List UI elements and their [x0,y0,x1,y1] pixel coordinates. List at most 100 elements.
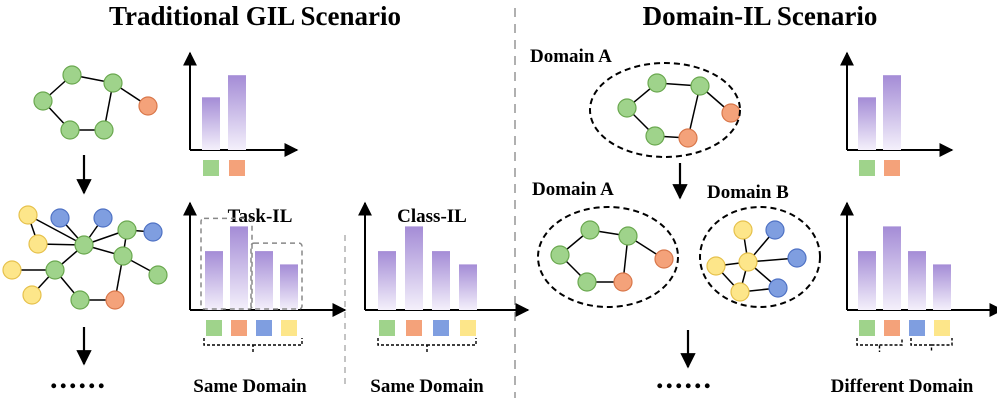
chart-task-il [183,201,347,352]
graph-traditional-stage2-node [113,246,133,266]
class-swatch-yellow [281,320,297,336]
graph-traditional-stage2-node [28,234,48,254]
class-swatch-orange [884,320,900,336]
graph-traditional-stage2-node [93,208,113,228]
graph-domain-b-node [733,220,753,240]
graph-traditional-stage2-node [70,290,90,310]
graph-domain-b-node [730,282,750,302]
graph-domain-a-top-node [645,126,665,146]
class-swatch-yellow [934,320,950,336]
graph-traditional-stage2-node [105,290,125,310]
graph-traditional-stage2-node [148,265,168,285]
chart-domain-stage2-bar [908,251,926,310]
graph-domain-b-node [706,256,726,276]
graph-domain-a-top-node [690,76,710,96]
graph-domain-a-top-node [721,103,741,123]
chart-class-il-bar [378,251,396,310]
task-il-label: Task-IL [228,206,293,227]
graph-domain-b-node [768,278,788,298]
graph-domain-b-node [765,220,785,240]
chart-class-il-bar [432,251,450,310]
chart-domain-stage2-bar [933,264,951,310]
class-il-label: Class-IL [397,206,467,227]
different-domain-label: Different Domain [831,376,974,397]
graph-traditional-stage2-node [50,208,70,228]
graph-traditional-stage2-node [143,222,163,242]
class-swatch-green [859,320,875,336]
graph-traditional-stage2-edge [27,214,85,246]
chart-class-il-bar [405,226,423,310]
graph-traditional-stage1-node [138,96,158,116]
domain-bracket-1 [856,338,903,352]
chart-domain-stage1 [840,51,954,176]
chart-domain-stage1-bar [883,75,901,150]
graph-domain-a-bottom-node [618,226,638,246]
graph-traditional-stage2-node [22,285,42,305]
class-swatch-orange [884,160,900,176]
class-swatch-green [206,320,222,336]
chart-domain-stage2-bar [858,251,876,310]
domain-b-ellipse [699,206,821,308]
same-domain-bracket [203,338,303,352]
graph-traditional-stage2 [2,205,168,310]
same-domain-label-1: Same Domain [193,376,307,397]
chart-task-il-bar [280,264,298,310]
graph-traditional-stage2-node [45,260,65,280]
ellipsis-left: ...... [50,362,107,395]
chart-task-il-bar [205,251,223,310]
class-swatch-blue [256,320,272,336]
graph-domain-a-bottom-node [577,272,597,292]
graph-traditional-stage2-node [2,260,22,280]
class-swatch-orange [231,320,247,336]
graph-domain-a-bottom-node [550,245,570,265]
chart-trad-stage1-bar [202,97,220,150]
graph-traditional-stage1 [33,65,158,140]
class-swatch-yellow [460,320,476,336]
graph-traditional-stage2-node [18,205,38,225]
graph-traditional-stage2-node [117,220,137,240]
chart-layer [183,51,997,352]
graph-domain-a-bottom-node [580,220,600,240]
graph-domain-a-top-node [617,98,637,118]
class-swatch-green [859,160,875,176]
task-group-box [250,242,303,310]
class-swatch-green [203,160,219,176]
chart-domain-stage2-bar [883,226,901,310]
task-group-box [200,217,253,310]
graph-domain-a-top-node [678,128,698,148]
graph-traditional-stage2-node [74,235,94,255]
domain-a-ellipse-bottom [537,206,679,308]
graph-domain-a-bottom-node [613,272,633,292]
chart-task-il-bar [230,226,248,310]
class-swatch-green [379,320,395,336]
chart-trad-stage1 [183,51,299,176]
graph-traditional-stage1-node [94,120,114,140]
domain-a-label-top: Domain A [530,46,612,67]
domain-a-ellipse-top [589,62,741,158]
title-traditional-gil: Traditional GIL Scenario [109,1,401,31]
same-domain-label-2: Same Domain [370,376,484,397]
graph-traditional-stage1-node [33,91,53,111]
same-domain-bracket [377,338,477,352]
graph-domain-b-node [738,252,758,272]
class-swatch-blue [433,320,449,336]
chart-domain-stage2 [840,201,997,352]
chart-domain-stage1-bar [858,97,876,150]
graph-traditional-stage1-node [103,73,123,93]
graph-layer [2,65,807,310]
class-swatch-orange [229,160,245,176]
graph-traditional-stage1-node [62,65,82,85]
graph-domain-a-bottom-node [654,249,674,269]
chart-class-il-bar [459,264,477,310]
ellipsis-right: ...... [656,362,713,395]
chart-class-il [358,201,530,352]
graph-domain-a-bottom [550,220,674,292]
graph-traditional-stage1-node [60,120,80,140]
graph-domain-b [706,220,807,302]
graph-domain-a-top [617,73,741,148]
domain-b-label: Domain B [707,182,789,203]
class-swatch-blue [909,320,925,336]
graph-domain-b-node [787,248,807,268]
chart-trad-stage1-bar [228,75,246,150]
